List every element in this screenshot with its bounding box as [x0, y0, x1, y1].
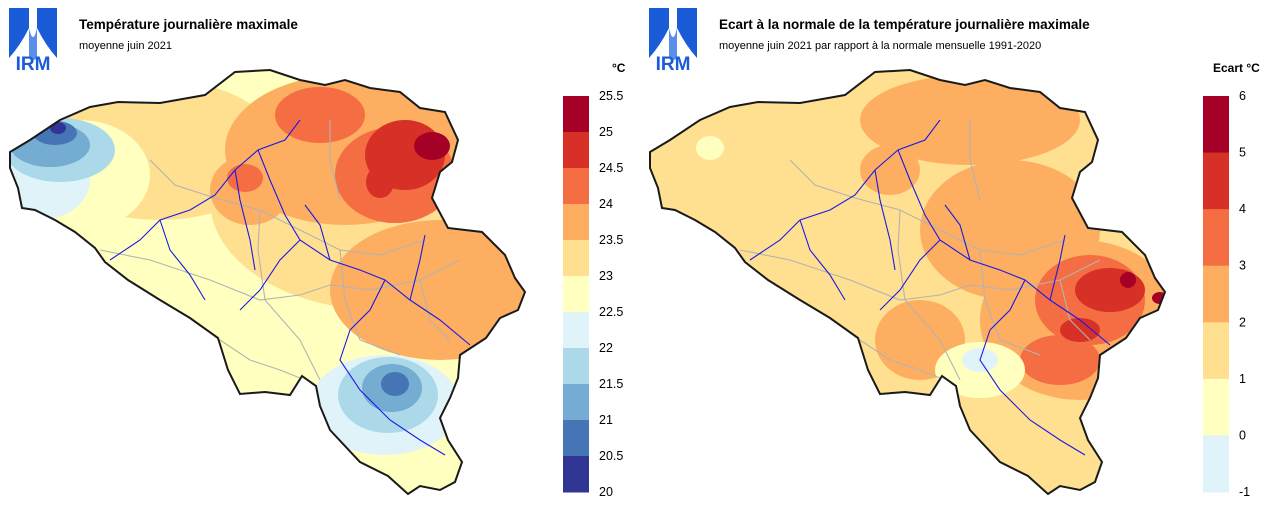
legend-tmax: 25.5 25 24.5 24 23.5 23 22.5 22 21.5 21 20.5 20 — [563, 89, 623, 499]
map-title: Ecart à la normale de la température jou… — [719, 17, 1090, 32]
legend-swatch — [563, 348, 589, 385]
map-title: Température journalière maximale — [79, 17, 298, 32]
legend-swatch — [1203, 96, 1229, 154]
legend-tick-label: -1 — [1239, 485, 1250, 499]
legend-tick-label: 20 — [599, 485, 613, 499]
legend-swatch — [563, 240, 589, 277]
legend-swatch — [563, 132, 589, 169]
irm-logo — [649, 8, 697, 60]
legend-tick-label: 25 — [599, 125, 613, 139]
legend-unit: Ecart °C — [1213, 61, 1260, 75]
legend-swatch — [1203, 322, 1229, 380]
legend-tick-label: 5 — [1239, 146, 1246, 160]
legend-swatch — [1203, 209, 1229, 267]
legend-swatch — [1203, 265, 1229, 323]
legend-tick-label: 3 — [1239, 259, 1246, 273]
legend-swatch — [563, 456, 589, 493]
belgium-map-anomaly — [649, 68, 1167, 496]
legend-tick-label: 25.5 — [599, 89, 623, 103]
legend-swatch — [1203, 435, 1229, 493]
legend-tick-label: 22.5 — [599, 305, 623, 319]
legend-tick-label: 6 — [1239, 89, 1246, 103]
panel-anomaly: IRM Ecart à la normale de la température… — [640, 0, 1280, 507]
legend-unit: °C — [612, 61, 626, 75]
legend-swatch — [563, 420, 589, 457]
panel-tmax: IRM Température journalière maximale moy… — [9, 8, 626, 499]
irm-logo — [9, 8, 57, 60]
legend-anomaly: 6 5 4 3 2 1 0 -1 — [1203, 89, 1250, 499]
legend-swatch — [563, 276, 589, 313]
legend-swatch — [563, 96, 589, 133]
legend-tick-label: 1 — [1239, 372, 1246, 386]
legend-tick-label: 23 — [599, 269, 613, 283]
legend-tick-label: 21.5 — [599, 377, 623, 391]
map-subtitle: moyenne juin 2021 par rapport à la norma… — [719, 40, 1042, 52]
legend-swatch — [563, 168, 589, 205]
legend-swatch — [563, 312, 589, 349]
legend-swatch — [563, 384, 589, 421]
belgium-map-tmax — [9, 68, 527, 496]
legend-tick-label: 20.5 — [599, 449, 623, 463]
legend-tick-label: 24 — [599, 197, 613, 211]
legend-tick-label: 22 — [599, 341, 613, 355]
legend-tick-label: 24.5 — [599, 161, 623, 175]
legend-tick-label: 4 — [1239, 202, 1246, 216]
legend-tick-label: 21 — [599, 413, 613, 427]
legend-tick-label: 23.5 — [599, 233, 623, 247]
legend-tick-label: 0 — [1239, 428, 1246, 442]
legend-tick-label: 2 — [1239, 315, 1246, 329]
legend-swatch — [1203, 152, 1229, 210]
legend-swatch — [563, 204, 589, 241]
legend-swatch — [1203, 378, 1229, 436]
map-subtitle: moyenne juin 2021 — [79, 40, 172, 52]
